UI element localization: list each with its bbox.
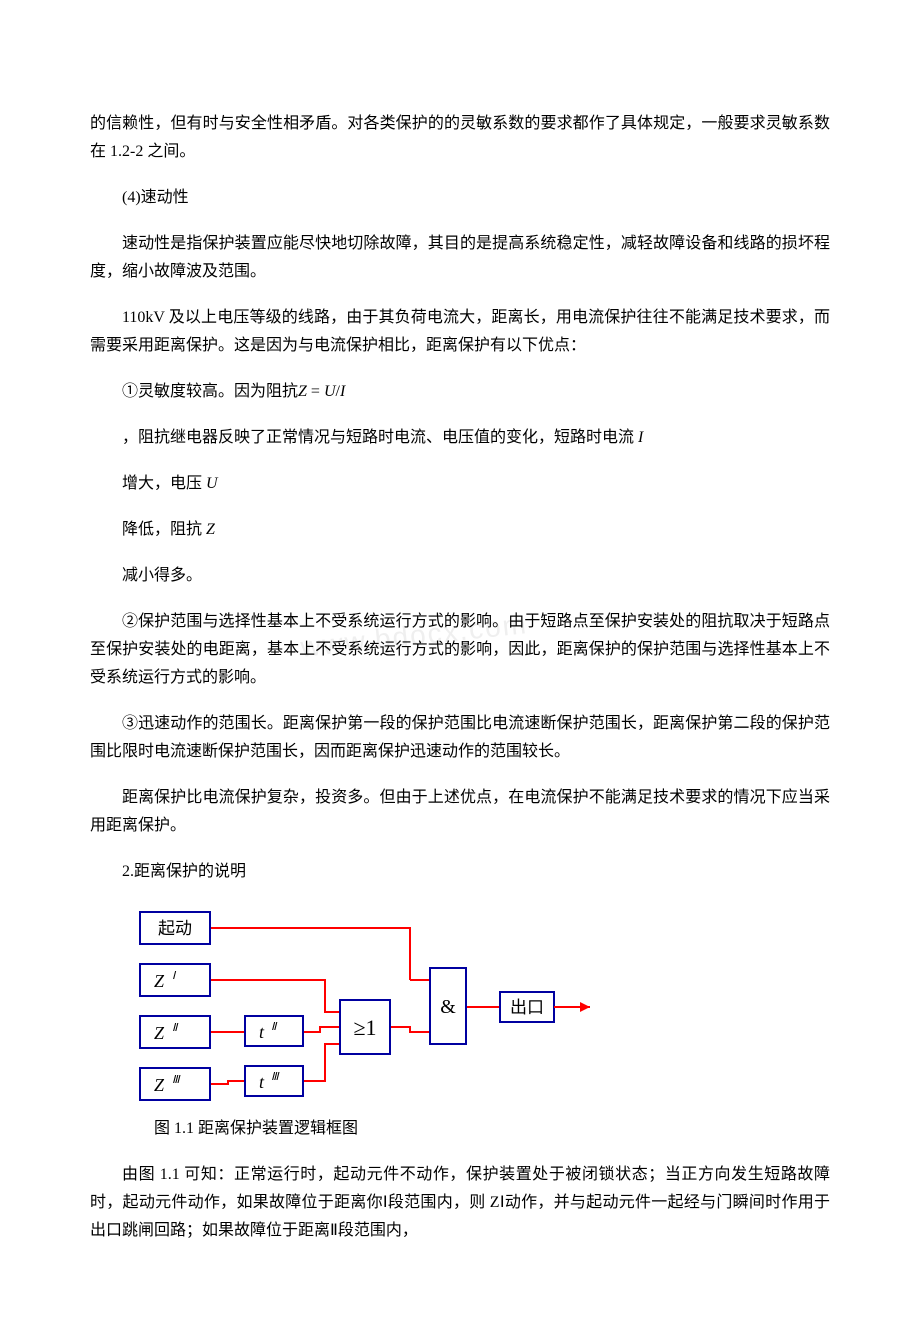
document-content: 的信赖性，但有时与安全性相矛盾。对各类保护的的灵敏系数的要求都作了具体规定，一般… [90, 110, 830, 1245]
svg-text:Z: Z [154, 971, 165, 991]
svg-text:&: & [440, 996, 456, 1018]
var-Z: Z [298, 383, 307, 400]
var-I: I [638, 429, 643, 446]
svg-text:起动: 起动 [158, 919, 192, 938]
var-U: U [324, 383, 336, 400]
paragraph: ②保护范围与选择性基本上不受系统运行方式的影响。由于短路点至保护安装处的阻抗取决… [90, 608, 830, 692]
text-run: ①灵敏度较高。因为阻抗 [122, 383, 298, 400]
var-I: I [340, 383, 345, 400]
paragraph-heading: (4)速动性 [90, 184, 830, 212]
paragraph: 的信赖性，但有时与安全性相矛盾。对各类保护的的灵敏系数的要求都作了具体规定，一般… [90, 110, 830, 166]
text-run: ，阻抗继电器反映了正常情况与短路时电流、电压值的变化，短路时电流 [122, 429, 638, 446]
paragraph: 110kV 及以上电压等级的线路，由于其负荷电流大，距离长，用电流保护往往不能满… [90, 304, 830, 360]
figure-logic-diagram: 起动ZⅠZⅡZⅢtⅡtⅢ≥1&出口 [130, 904, 830, 1109]
svg-text:Z: Z [154, 1075, 165, 1095]
paragraph: 增大，电压 U [90, 470, 830, 498]
paragraph: 速动性是指保护装置应能尽快地切除故障，其目的是提高系统稳定性，减轻故障设备和线路… [90, 230, 830, 286]
paragraph: 减小得多。 [90, 562, 830, 590]
logic-diagram-svg: 起动ZⅠZⅡZⅢtⅡtⅢ≥1&出口 [130, 904, 600, 1104]
svg-text:Z: Z [154, 1023, 165, 1043]
paragraph: 距离保护比电流保护复杂，投资多。但由于上述优点，在电流保护不能满足技术要求的情况… [90, 784, 830, 840]
text-run: 增大，电压 [122, 475, 206, 492]
svg-text:≥1: ≥1 [353, 1015, 376, 1040]
paragraph: 降低，阻抗 Z [90, 516, 830, 544]
paragraph-heading: 2.距离保护的说明 [90, 858, 830, 886]
paragraph-formula: ①灵敏度较高。因为阻抗Z = U/I [90, 378, 830, 406]
svg-text:出口: 出口 [510, 998, 544, 1017]
figure-caption: 图 1.1 距离保护装置逻辑框图 [154, 1115, 830, 1143]
text-run: = [307, 383, 324, 400]
var-U: U [206, 475, 218, 492]
text-run: 降低，阻抗 [122, 521, 206, 538]
paragraph: 由图 1.1 可知：正常运行时，起动元件不动作，保护装置处于被闭锁状态；当正方向… [90, 1161, 830, 1245]
paragraph: ③迅速动作的范围长。距离保护第一段的保护范围比电流速断保护范围长，距离保护第二段… [90, 710, 830, 766]
paragraph: ，阻抗继电器反映了正常情况与短路时电流、电压值的变化，短路时电流 I [90, 424, 830, 452]
var-Z: Z [206, 521, 215, 538]
